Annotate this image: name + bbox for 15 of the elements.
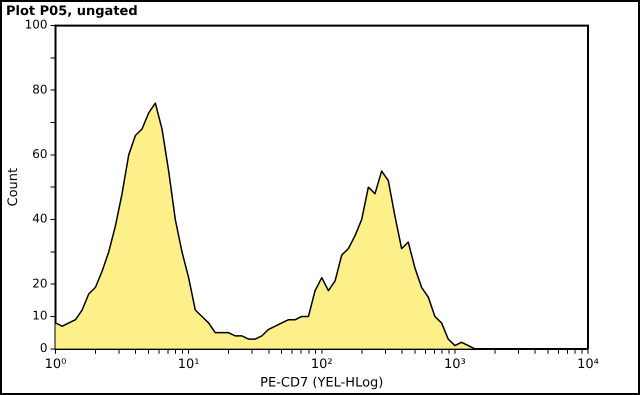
y-tick-label: 10 [32, 308, 48, 323]
x-tick-label: 10⁰ [44, 356, 66, 372]
y-tick-label: 100 [24, 18, 48, 32]
x-tick-label: 10² [310, 356, 333, 372]
x-tick-label: 10¹ [178, 356, 200, 372]
y-tick-label: 0 [40, 340, 48, 355]
x-tick-label: 10⁴ [577, 356, 599, 372]
y-tick-label: 40 [32, 212, 48, 226]
y-tick-label: 20 [32, 276, 48, 290]
y-tick-label: 60 [32, 147, 48, 162]
y-tick-label: 80 [32, 82, 48, 96]
y-axis-title: Count [6, 168, 22, 207]
x-tick-label: 10³ [444, 356, 466, 372]
x-axis-title: PE-CD7 (YEL-HLog) [260, 376, 384, 391]
chart-title: Plot P05, ungated [6, 4, 138, 20]
